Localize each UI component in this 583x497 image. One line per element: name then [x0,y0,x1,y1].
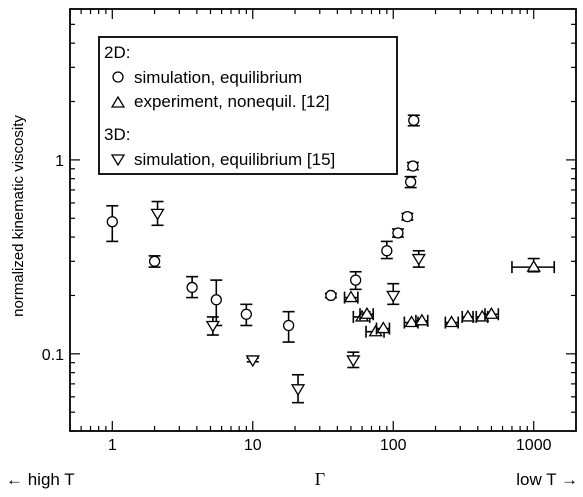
chart-marks [106,114,556,404]
legend-group-3d: 3D: [104,125,130,144]
triangle-up-marker [460,309,476,322]
triangle-up-marker [414,313,430,326]
circle-marker [106,216,118,228]
x-tick-label: 1 [108,437,117,454]
circle-marker [392,227,404,239]
legend-group-2d: 2D: [104,43,130,62]
x-axis-label-high-t: ← high T [6,470,75,489]
x-axis-label-gamma: Γ [315,469,325,489]
triangle-up-marker [444,315,459,328]
circle-marker [408,114,420,126]
triangle-up-marker [343,290,359,303]
circle-marker [148,255,161,267]
circle-marker [186,281,198,294]
x-axis-label-low-t: low T → [516,470,578,489]
circle-marker [210,294,222,306]
legend-series-2-label: experiment, nonequil. [12] [134,92,330,111]
circle-marker [404,176,417,188]
circle-marker [349,274,362,286]
x-tick-label: 10 [244,437,262,454]
legend-circle-marker [112,71,124,83]
circle-marker [401,210,413,223]
triangle-up-marker [359,306,375,319]
y-axis-label: normalized kinematic viscosity [10,115,27,317]
triangle-down-marker [346,355,361,368]
chart-legend: 2D: simulation, equilibrium experiment, … [98,36,398,175]
triangle-up-marker [526,259,541,272]
x-tick-label: 1000 [516,437,552,454]
x-tick-label: 100 [380,437,407,454]
circle-marker [381,245,393,257]
legend-series-1-label: simulation, equilibrium [134,68,302,87]
legend-series-3-label: simulation, equilibrium [15] [134,150,335,169]
chart-axes: 1 10 100 1000 0.1 1 [42,8,577,454]
triangle-down-marker [205,320,221,333]
y-tick-label: 0.1 [42,347,64,364]
triangle-up-marker [404,315,419,328]
triangle-up-marker [376,321,391,334]
triangle-down-marker [245,355,260,368]
circle-marker [407,160,419,172]
circle-marker [325,289,337,302]
plot-frame [69,8,577,432]
circle-marker [240,308,252,320]
legend-triangle-down-marker [110,154,126,167]
triangle-down-marker [386,290,401,303]
triangle-down-marker [290,384,306,397]
legend-box [98,36,398,175]
circle-marker [282,319,295,332]
triangle-down-marker [411,253,426,266]
triangle-up-marker [484,306,499,319]
y-tick-label: 1 [55,153,64,170]
legend-triangle-up-marker [110,95,126,108]
triangle-down-marker [150,208,165,221]
